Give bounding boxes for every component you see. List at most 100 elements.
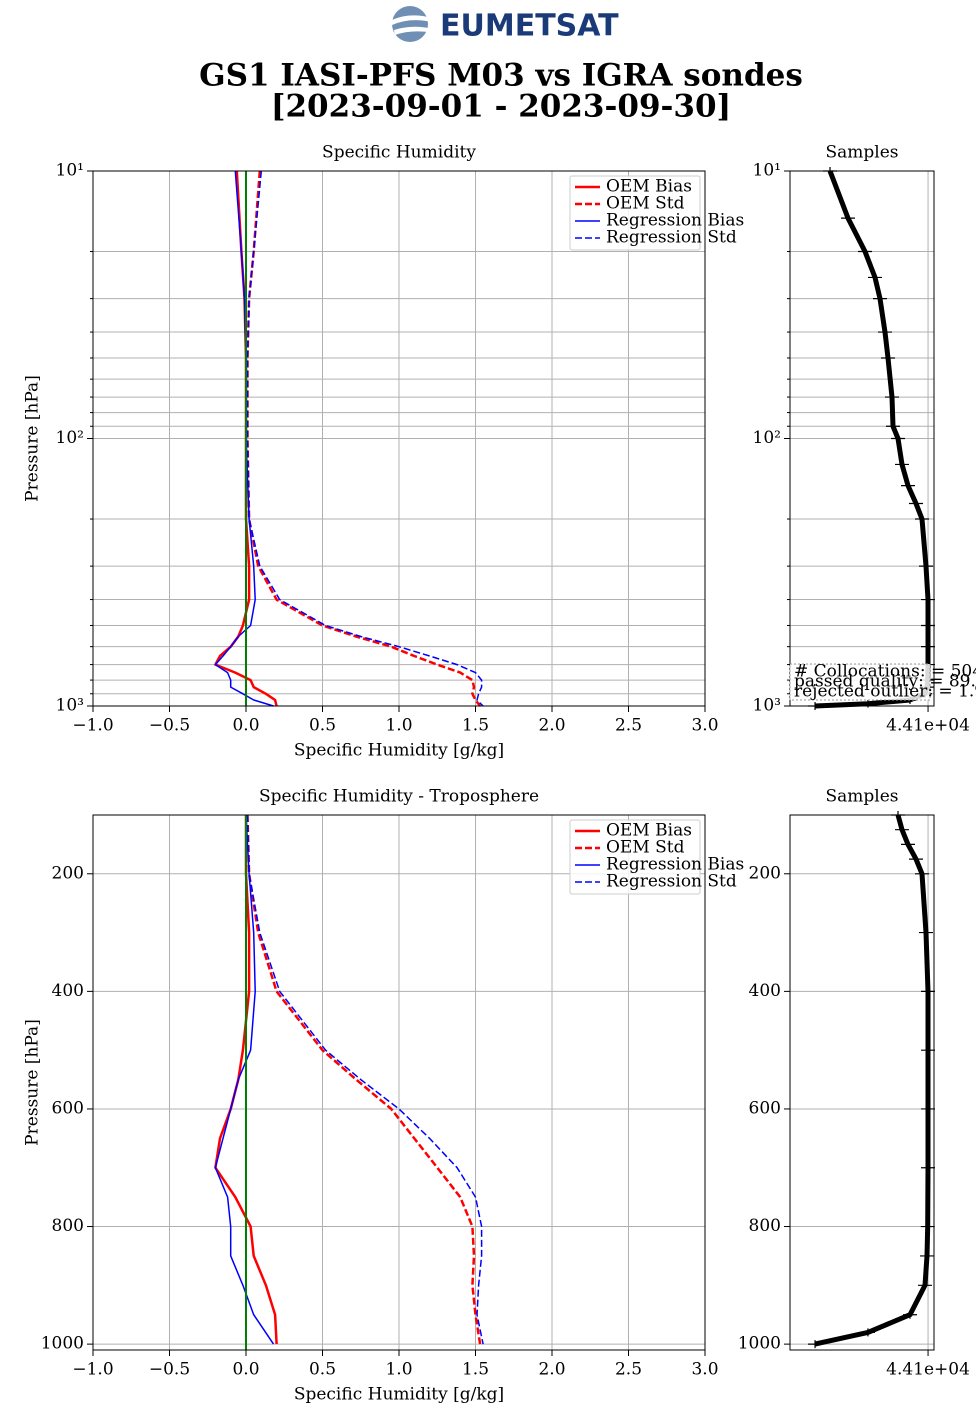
marker <box>920 1222 935 1231</box>
marker <box>880 353 895 362</box>
annotation: passed quality: = 89.66 % <box>794 672 976 692</box>
y-tick-label: 10³ <box>56 696 84 716</box>
axes-frame <box>92 170 706 707</box>
y-tick-label: 10² <box>56 428 84 448</box>
x-tick-label: 0.0 <box>232 716 259 736</box>
axes-frame <box>789 170 935 707</box>
figure-title: GS1 IASI-PFS M03 vs IGRA sondes <box>199 58 803 94</box>
x-tick-label: −0.5 <box>149 716 190 736</box>
y-tick-label: 200 <box>749 863 781 883</box>
marker <box>902 1310 917 1319</box>
y-tick-label: 200 <box>52 863 84 883</box>
panel: 200 400 600 800 1000 4.41e+04 Samples <box>738 787 970 1380</box>
annotation: # Collocations: = 50451 <box>794 662 976 682</box>
axes-title: Specific Humidity <box>322 143 476 163</box>
axes-title: Samples <box>825 143 898 163</box>
x-tick-label: 3.0 <box>691 716 718 736</box>
y-axis-label: Pressure [hPa] <box>23 1019 43 1146</box>
x-tick-label: 1.5 <box>462 716 489 736</box>
marker <box>919 1251 934 1260</box>
x-tick-label: 3.0 <box>691 1360 718 1380</box>
marker <box>901 481 916 490</box>
y-tick-label: 400 <box>749 981 781 1001</box>
legend-label: OEM Std <box>606 194 685 214</box>
marker <box>901 840 916 849</box>
marker <box>920 595 935 604</box>
series-line <box>214 815 278 1345</box>
marker <box>867 273 882 282</box>
marker <box>915 869 930 878</box>
legend-box <box>569 175 701 251</box>
logo: EUMETSAT <box>392 6 619 44</box>
y-tick-label: 10¹ <box>753 161 781 181</box>
marker <box>895 460 910 469</box>
annotation-box <box>789 663 931 701</box>
y-tick-label: 1000 <box>738 1334 781 1354</box>
x-tick-label: 1.5 <box>462 1360 489 1380</box>
marker <box>858 247 873 256</box>
x-tick-label: 1.0 <box>385 1360 412 1380</box>
axes-title: Samples <box>825 787 898 807</box>
x-tick-label: 0.0 <box>232 1360 259 1380</box>
logo-swoosh <box>394 26 434 35</box>
marker <box>918 928 933 937</box>
legend-label: Regression Bias <box>606 211 744 231</box>
panel: 10¹ 10² 10³−1.0 −0.5 0.0 0.5 1.0 1.5 2.0 2.5 3.0 Sp… <box>23 143 745 761</box>
x-tick-label: 0.5 <box>309 716 336 736</box>
x-tick-label: −1.0 <box>72 716 113 736</box>
y-tick-label: 600 <box>52 1098 84 1118</box>
marker <box>860 1328 875 1337</box>
x-tick-label: 2.5 <box>615 716 642 736</box>
y-tick-label: 400 <box>52 981 84 1001</box>
marker <box>909 855 923 864</box>
x-tick-label: 4.41e+04 <box>886 716 970 736</box>
marker <box>920 642 935 651</box>
legend-label: OEM Std <box>606 838 685 858</box>
x-tick-label: −1.0 <box>72 1360 113 1380</box>
x-tick-label: 1.0 <box>385 716 412 736</box>
panel: 10¹ 10² 10³ 4.41e+04 Samples # Collocations: … <box>753 143 976 736</box>
annotation: rejected outlier: = 1.92 % <box>794 682 976 702</box>
x-tick-label: 4.41e+04 <box>886 1360 970 1380</box>
legend-label: Regression Std <box>606 228 737 248</box>
marker <box>841 214 856 223</box>
series-line <box>246 170 484 707</box>
legend-label: OEM Bias <box>606 177 692 197</box>
series-line <box>246 814 484 1345</box>
legend-label: OEM Bias <box>606 821 692 841</box>
figure-subtitle: [2023-09-01 - 2023-09-30] <box>271 89 731 125</box>
marker <box>918 562 933 571</box>
marker <box>917 1281 932 1290</box>
x-tick-label: 2.0 <box>538 1360 565 1380</box>
marker <box>915 515 930 524</box>
logo-text: EUMETSAT <box>440 9 619 44</box>
y-tick-label: 10³ <box>753 696 781 716</box>
marker <box>920 1046 935 1055</box>
marker <box>920 1163 935 1172</box>
marker <box>885 422 900 431</box>
y-tick-label: 1000 <box>41 1334 84 1354</box>
axes-frame <box>789 814 935 1351</box>
legend-label: Regression Bias <box>606 855 744 875</box>
series-line <box>214 814 275 1345</box>
legend-label: Regression Std <box>606 872 737 892</box>
y-tick-label: 10² <box>753 428 781 448</box>
marker <box>878 328 893 337</box>
marker <box>920 621 935 630</box>
x-tick-label: 2.0 <box>538 716 565 736</box>
x-axis-label: Specific Humidity [g/kg] <box>294 1385 504 1405</box>
marker <box>891 434 905 443</box>
marker <box>909 499 923 508</box>
y-tick-label: 800 <box>52 1216 84 1236</box>
marker <box>873 294 887 303</box>
logo-swoosh <box>392 15 432 25</box>
x-tick-label: 2.5 <box>615 1360 642 1380</box>
series-line <box>246 814 482 1345</box>
x-axis-label: Specific Humidity [g/kg] <box>294 741 504 761</box>
y-tick-label: 800 <box>749 1216 781 1236</box>
axes-title: Specific Humidity - Troposphere <box>259 787 539 807</box>
y-axis-label: Pressure [hPa] <box>23 375 43 502</box>
